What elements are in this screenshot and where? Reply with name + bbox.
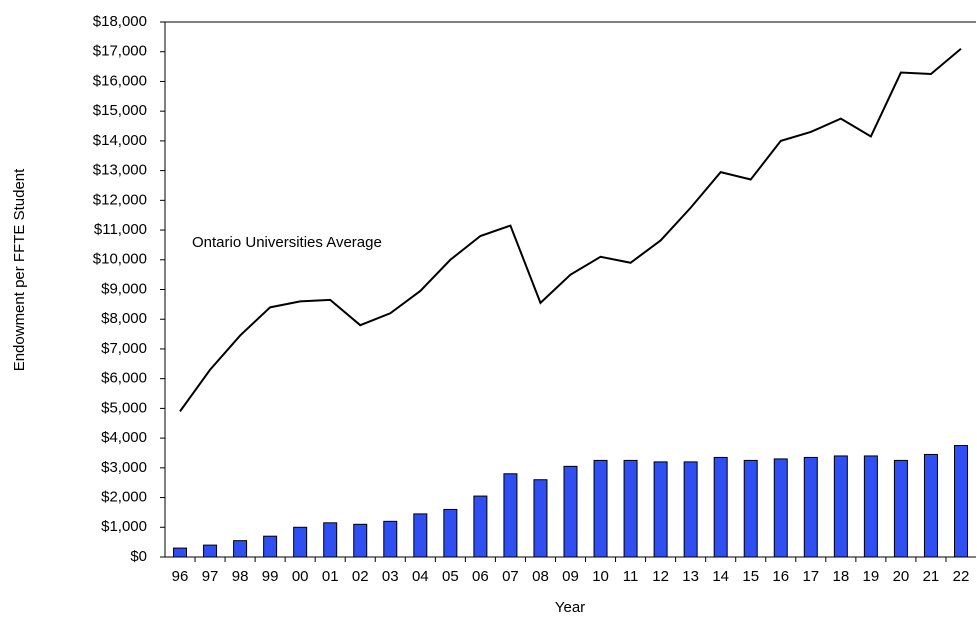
x-tick-label: 11 — [623, 568, 639, 585]
x-tick-label: 00 — [292, 568, 309, 585]
x-tick-label: 08 — [532, 568, 549, 585]
x-axis-label: Year — [555, 599, 585, 616]
bar — [473, 495, 488, 558]
y-tick-label: $10,000 — [93, 251, 147, 268]
x-tick-label: 21 — [923, 568, 940, 585]
y-tick-label: $4,000 — [101, 429, 147, 446]
y-tick-label: $13,000 — [93, 162, 147, 179]
y-axis-label: Endowment per FFTE Student — [11, 168, 28, 371]
line — [179, 47, 962, 412]
y-tick-label: $8,000 — [101, 310, 147, 327]
x-tick-label: 17 — [802, 568, 819, 585]
bar — [653, 461, 668, 558]
x-tick-label: 18 — [832, 568, 849, 585]
x-tick-label: 98 — [232, 568, 249, 585]
bar — [293, 526, 308, 558]
x-tick-label: 10 — [592, 568, 609, 585]
x-tick-label: 09 — [562, 568, 579, 585]
x-tick-label: 12 — [652, 568, 669, 585]
x-tick-label: 04 — [412, 568, 429, 585]
bar — [323, 522, 338, 558]
x-tick-label: 14 — [712, 568, 729, 585]
x-tick-label: 07 — [502, 568, 519, 585]
x-tick-label: 13 — [682, 568, 699, 585]
x-tick-label: 15 — [742, 568, 759, 585]
bar — [353, 523, 368, 558]
y-tick-label: $15,000 — [93, 102, 147, 119]
bar — [803, 456, 818, 558]
x-tick-label: 03 — [382, 568, 399, 585]
bar — [713, 456, 728, 558]
bar — [443, 508, 458, 558]
bar — [773, 458, 788, 558]
y-tick-label: $2,000 — [101, 489, 147, 506]
x-tick-label: 05 — [442, 568, 459, 585]
y-tick-label: $17,000 — [93, 43, 147, 60]
bar — [683, 461, 698, 558]
bar — [383, 520, 398, 558]
x-tick-label: 96 — [172, 568, 189, 585]
x-tick-label: 99 — [262, 568, 279, 585]
bar — [203, 544, 218, 558]
bar — [893, 459, 908, 558]
x-tick-label: 19 — [863, 568, 880, 585]
bar — [593, 459, 608, 558]
bar — [563, 465, 578, 558]
y-tick-label: $6,000 — [101, 370, 147, 387]
y-tick-label: $0 — [130, 548, 147, 565]
x-tick-label: 01 — [322, 568, 339, 585]
bar — [953, 445, 968, 558]
y-tick-label: $14,000 — [93, 132, 147, 149]
y-tick-label: $1,000 — [101, 518, 147, 535]
bar — [863, 455, 878, 558]
bar — [263, 535, 278, 558]
y-tick-label: $9,000 — [101, 280, 147, 297]
y-tick-label: $5,000 — [101, 399, 147, 416]
y-tick-label: $7,000 — [101, 340, 147, 357]
bar — [623, 459, 638, 558]
bar — [173, 547, 188, 558]
y-tick-label: $18,000 — [93, 13, 147, 30]
y-tick-label: $3,000 — [101, 459, 147, 476]
x-tick-label: 16 — [772, 568, 789, 585]
bar — [923, 453, 938, 558]
x-tick-label: 97 — [202, 568, 219, 585]
bar — [833, 455, 848, 558]
x-tick-label: 06 — [472, 568, 489, 585]
bar — [533, 479, 548, 558]
y-tick-label: $12,000 — [93, 191, 147, 208]
line-annotation: Ontario Universities Average — [192, 234, 382, 251]
bar — [743, 459, 758, 558]
x-tick-label: 02 — [352, 568, 369, 585]
bar — [233, 540, 248, 558]
bar — [413, 513, 428, 558]
y-tick-label: $16,000 — [93, 72, 147, 89]
x-tick-label: 20 — [893, 568, 910, 585]
bar — [503, 473, 518, 558]
y-tick-label: $11,000 — [94, 221, 147, 238]
x-tick-label: 22 — [953, 568, 970, 585]
